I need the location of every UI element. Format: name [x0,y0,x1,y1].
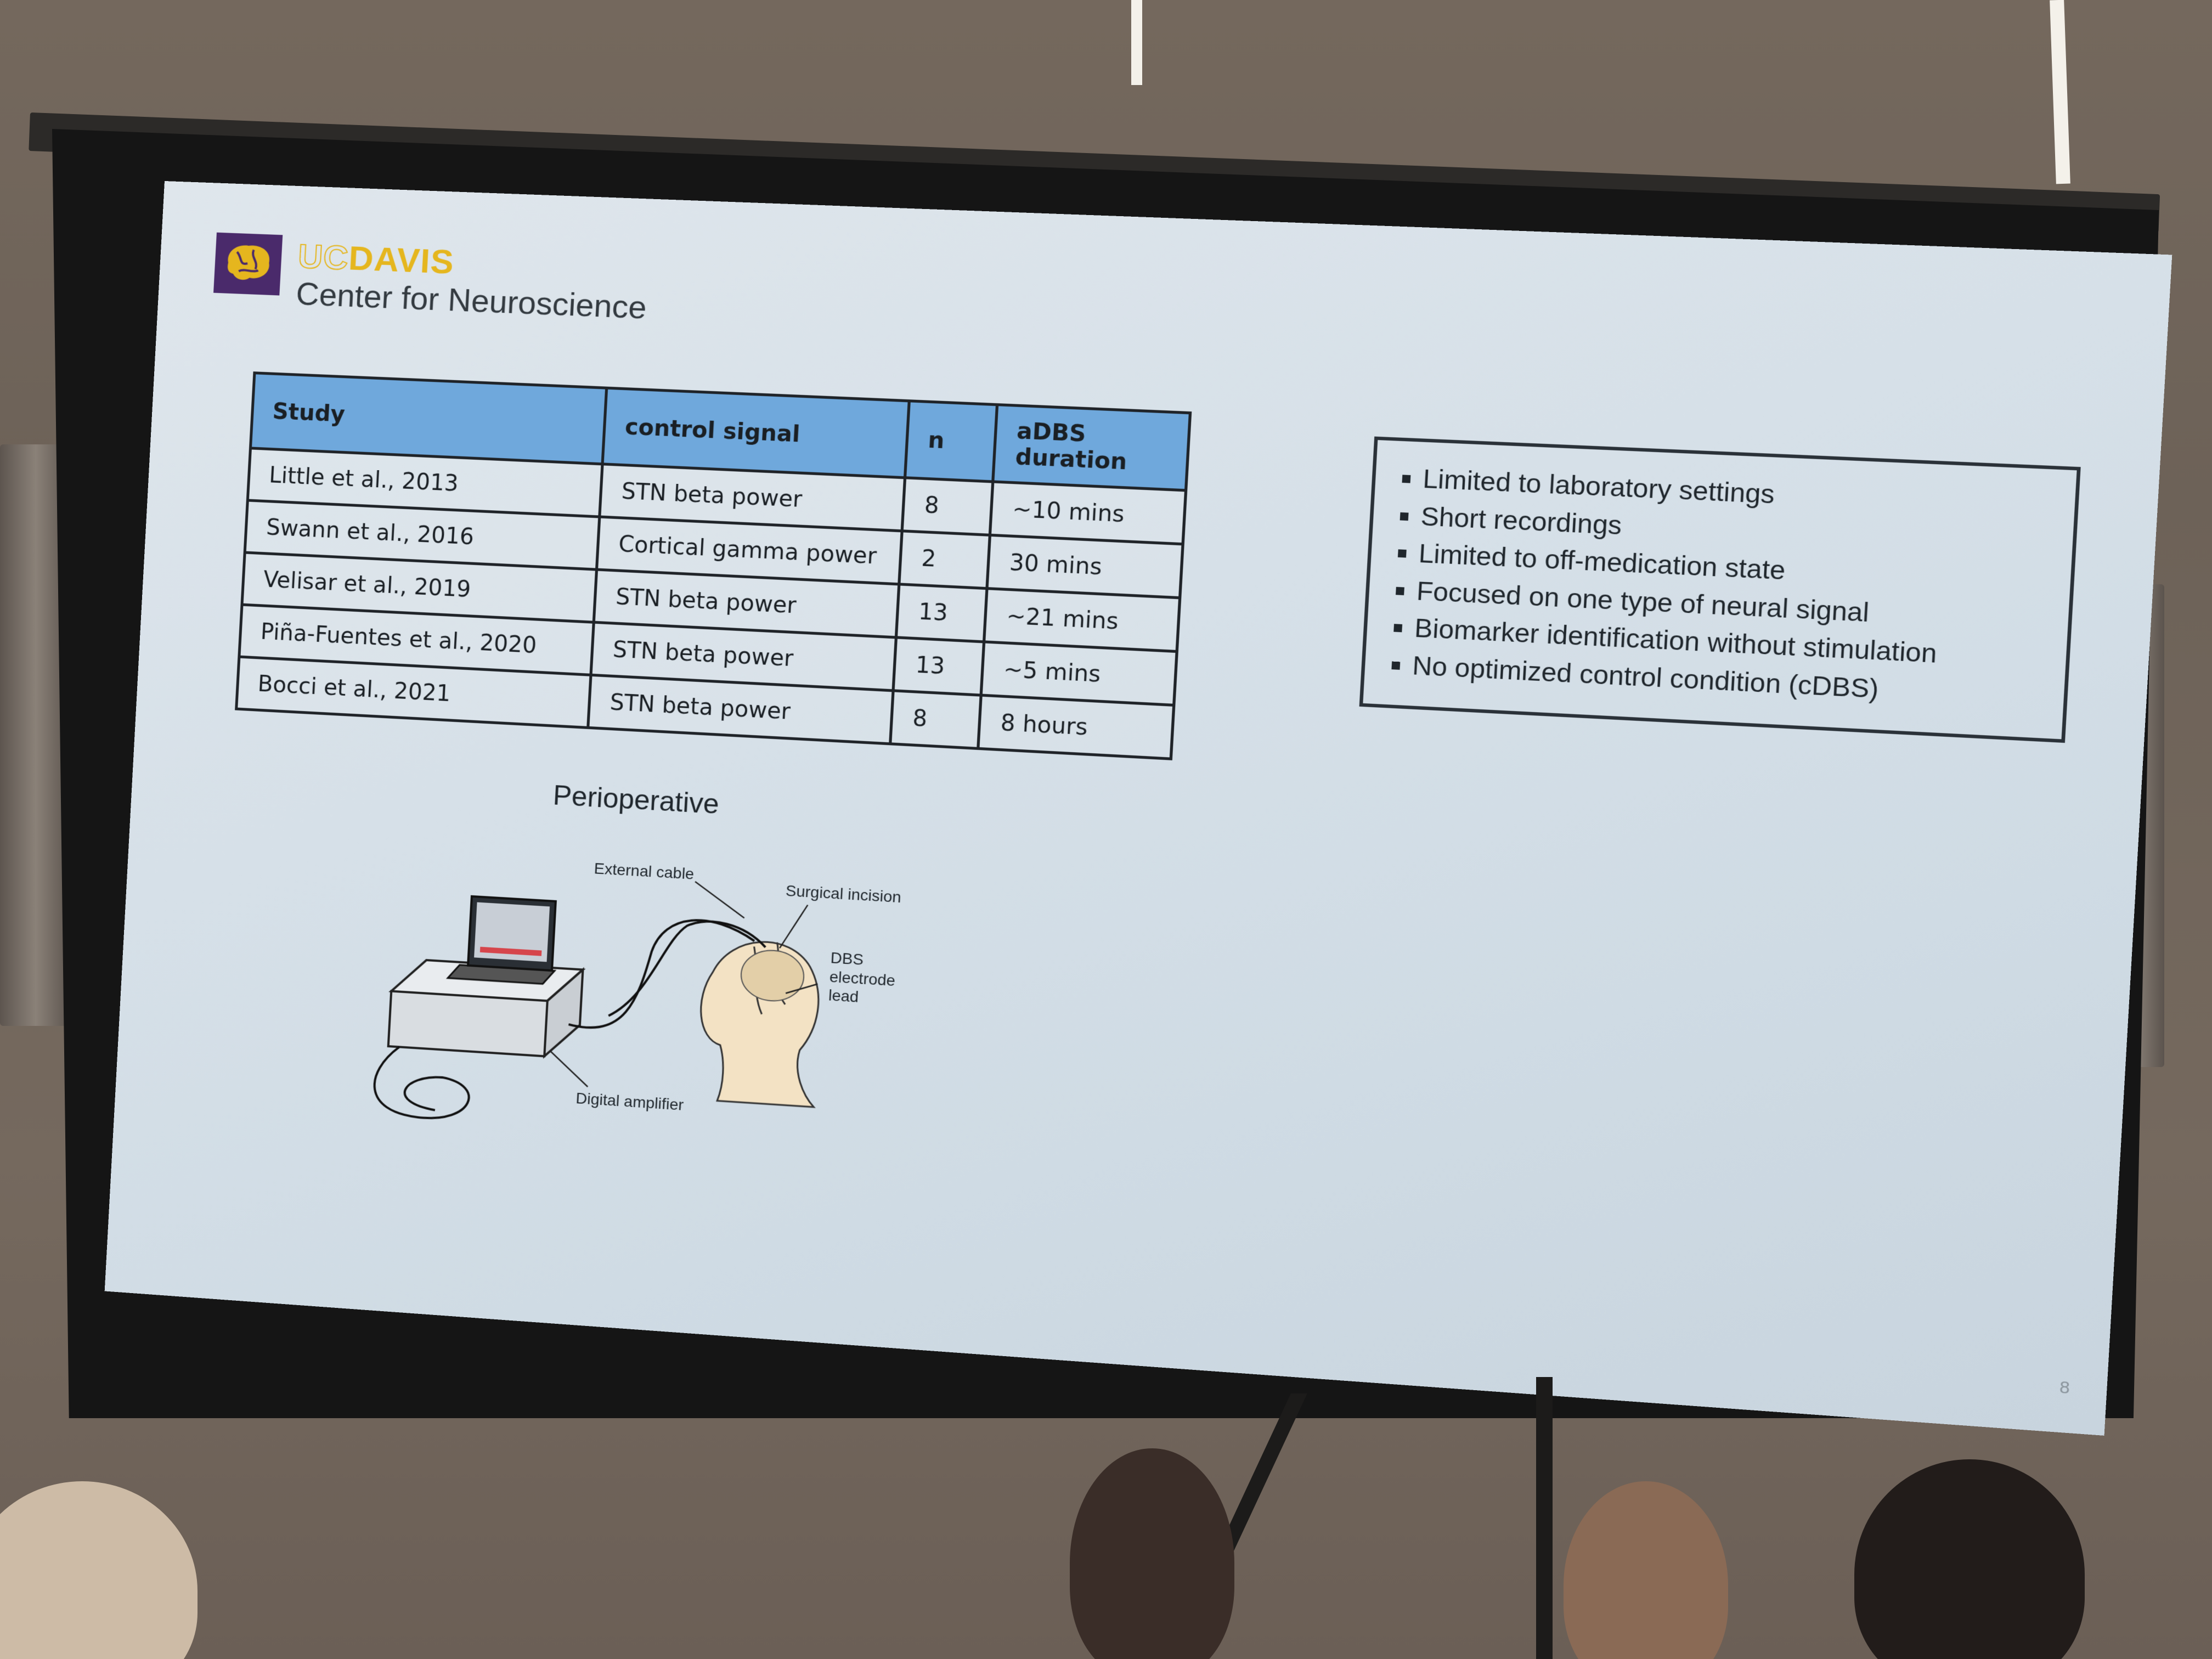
label-lead-line: lead [828,986,895,1009]
adbs-studies-table: Study control signal n aDBS duration Lit… [235,371,1192,760]
cell-duration: ~21 mins [984,589,1180,652]
limitations-box: Limited to laboratory settings Short rec… [1359,437,2081,743]
cell-n: 13 [896,584,987,642]
cell-n: 8 [902,478,993,535]
uc-davis-logo [213,233,283,296]
center-name: Center for Neuroscience [295,275,648,326]
header-adbs-duration: aDBS duration [993,405,1190,490]
stair-railing-right [1536,1377,1553,1659]
ceiling-light-right [2050,0,2070,184]
perioperative-title: Perioperative [552,779,720,821]
cell-n: 13 [893,637,984,695]
slide-page-number: 8 [2059,1378,2070,1398]
label-dbs-electrode-lead: DBS electrode lead [828,949,897,1009]
audience-head-4 [0,1481,198,1659]
davis-wordmark: DAVIS [348,239,455,281]
perioperative-setup-illustration: External cable Surgical incision DBS ele… [349,813,989,1185]
uc-davis-wordmark: UCDAVIS [297,236,455,281]
audience-head-3 [1854,1459,2085,1659]
audience-head-2 [1564,1481,1728,1659]
presentation-slide: UCDAVIS Center for Neuroscience Study co… [105,181,2172,1436]
ceiling-light-left [1131,0,1142,85]
cell-duration: 30 mins [987,535,1183,597]
cell-duration: ~5 mins [981,642,1177,705]
cell-duration: 8 hours [978,695,1174,759]
limitations-list: Limited to laboratory settings Short rec… [1388,461,2051,713]
cell-n: 8 [890,691,981,749]
head-illustration [696,938,823,1107]
laptop-icon [448,895,558,985]
header-control-signal: control signal [602,388,909,478]
uc-wordmark: UC [297,237,349,277]
cell-duration: ~10 mins [990,482,1186,544]
brain-icon [222,240,274,285]
audience-head-1 [1070,1448,1234,1659]
header-n: n [905,401,997,482]
cell-n: 2 [899,531,990,589]
